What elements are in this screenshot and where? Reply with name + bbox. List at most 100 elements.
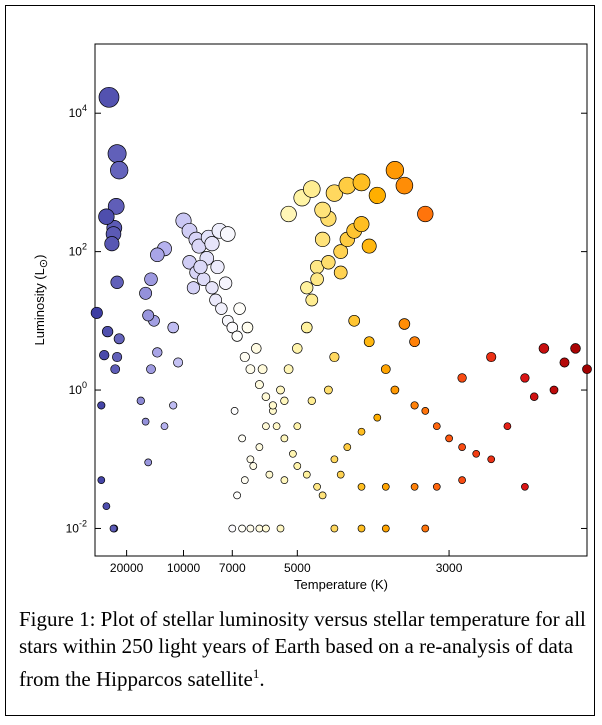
data-point [487,455,496,464]
data-point [303,180,321,198]
data-point [110,161,129,180]
data-point [336,470,345,479]
data-point [104,236,120,252]
data-point [373,413,382,422]
data-point [204,236,220,252]
data-points [90,86,592,533]
data-point [152,347,163,358]
data-point [292,343,303,354]
data-point [226,321,239,334]
data-point [521,482,529,491]
data-point [289,449,297,458]
data-point [233,302,246,315]
data-point [314,231,331,248]
data-point [559,357,570,368]
data-point [110,275,124,289]
data-point [257,364,268,375]
data-point [210,259,225,275]
data-point [293,462,302,470]
data-point [262,422,270,431]
data-point [144,272,158,286]
data-point [98,86,120,108]
data-point [381,482,390,491]
data-point [276,385,285,395]
data-point [318,491,327,500]
data-point [325,184,344,202]
data-point [101,325,114,338]
data-point [529,392,539,401]
data-point [220,226,236,242]
data-point [280,396,289,405]
data-point [520,373,530,383]
data-point [99,349,110,361]
x-axis-title: Temperature (K) [294,577,388,592]
data-point [231,330,243,342]
data-point [410,482,419,491]
data-point [458,476,466,484]
data-point [228,524,237,533]
x-tick-label: 10000 [167,561,201,575]
data-point [268,401,277,410]
data-point [254,380,264,390]
data-point [276,524,285,533]
data-point [233,491,241,500]
data-point [113,333,125,345]
data-point [139,286,153,300]
data-point [240,476,249,484]
data-point [357,524,366,533]
y-axis-title: Luminosity (L⊙) [32,255,50,346]
data-point [324,385,333,395]
data-point [262,524,270,533]
data-point [330,524,339,533]
data-point [110,364,121,375]
data-point [432,422,441,431]
data-point [307,396,316,405]
data-point [90,306,103,319]
data-point [301,321,313,334]
data-point [472,449,481,458]
data-point [280,434,289,443]
figure-frame: 20000 10000 7000 5000 3000 104 102 100 10-2 Tem… [5,5,595,716]
data-point [173,357,184,368]
data-point [255,524,264,533]
data-point [421,407,430,415]
data-point [353,216,370,233]
data-point [144,458,153,467]
data-point [107,198,125,215]
data-point [238,434,246,443]
data-point [255,443,264,451]
data-point [167,321,179,334]
data-point [142,309,155,322]
y-tick-label: 100 [69,380,87,397]
data-point [333,244,349,259]
plot-area [94,43,588,557]
data-point [368,186,386,204]
data-point [398,318,411,330]
data-point [330,455,339,464]
data-point [582,364,592,375]
data-point [458,443,466,451]
data-point [357,427,366,436]
data-point [486,351,497,363]
data-point [218,276,233,290]
x-tick-label: 7000 [219,561,246,575]
data-point [361,238,377,254]
data-point [272,422,281,431]
data-point [409,336,420,348]
data-point [141,417,150,426]
data-point [310,272,324,286]
data-point [249,462,258,470]
data-point [169,401,178,410]
data-point [363,336,375,348]
x-tick-label: 5000 [284,561,311,575]
data-point [417,205,434,223]
data-point [395,176,414,195]
data-point [186,281,200,295]
scatter-chart: 20000 10000 7000 5000 3000 104 102 100 10-2 Tem… [32,43,592,592]
data-point [352,173,371,192]
data-point [343,443,352,451]
data-point [98,208,115,225]
data-point [230,407,239,415]
data-point [538,343,550,354]
data-point [445,434,453,443]
